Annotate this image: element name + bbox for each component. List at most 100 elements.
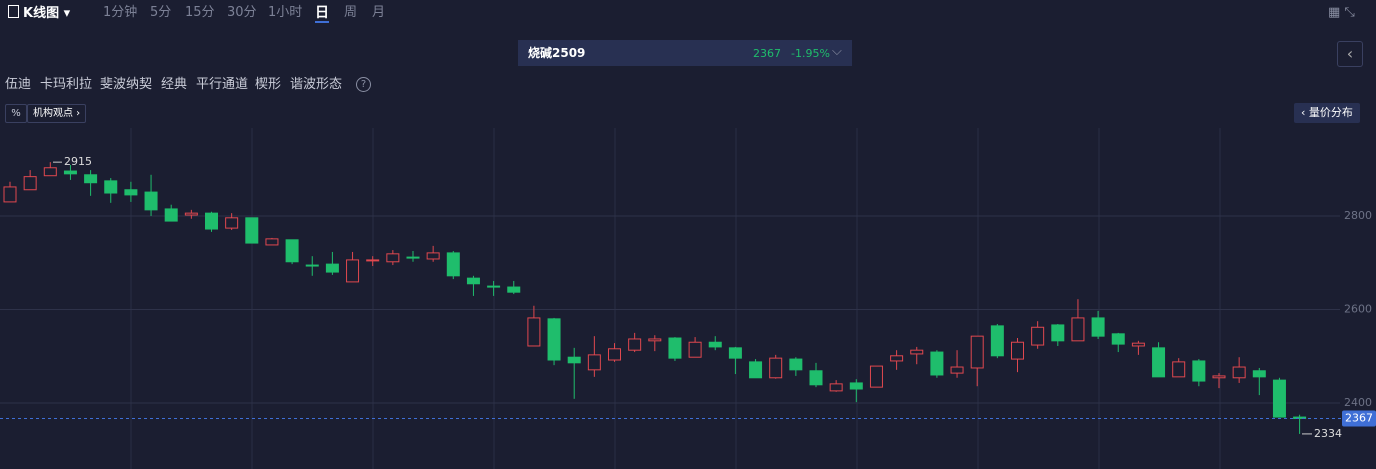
candle-body — [366, 259, 380, 262]
candle-body — [608, 348, 621, 361]
candle-body — [104, 180, 118, 194]
period-tab[interactable]: 30分 — [227, 5, 257, 20]
chart-kind-label[interactable]: K线图 — [23, 6, 60, 21]
candle-body — [144, 191, 158, 211]
period-tab[interactable]: 月 — [372, 5, 386, 20]
tool[interactable]: 伍迪 — [5, 77, 32, 92]
last-price-tag — [1342, 410, 1376, 427]
period-tab[interactable]: 周 — [344, 5, 358, 20]
candle-body — [950, 366, 964, 374]
low-marker: 2334 — [1314, 427, 1342, 440]
candle-body — [628, 338, 642, 351]
candle-body — [1293, 416, 1307, 419]
candle-body — [507, 286, 521, 293]
candle-body — [487, 285, 501, 288]
tool[interactable]: 平行通道 — [196, 77, 249, 92]
symbol-bar[interactable] — [518, 40, 852, 66]
tool[interactable]: 经典 — [161, 77, 188, 92]
candle-body — [708, 341, 722, 348]
period-tab[interactable]: 15分 — [185, 5, 215, 20]
candle-body — [386, 253, 400, 263]
candle-body — [245, 217, 259, 244]
y-tick-label: 2600 — [1344, 302, 1372, 315]
candle-body — [930, 351, 944, 376]
candle-body — [1212, 375, 1226, 379]
candle-body — [446, 252, 460, 277]
candle-body — [970, 335, 984, 369]
candle-body — [1172, 361, 1186, 378]
candle-body — [426, 252, 440, 260]
tool[interactable]: 斐波纳契 — [100, 77, 153, 92]
candle-body — [406, 256, 420, 259]
period-tab[interactable]: 日 — [315, 5, 329, 23]
candle-body — [587, 354, 601, 371]
candle-body — [84, 174, 98, 184]
candle-body — [829, 383, 843, 392]
symbol-name: 烧碱2509 — [528, 46, 586, 60]
candle-body — [1111, 333, 1125, 345]
icons[interactable]: ▦ ⤡ — [1328, 5, 1355, 20]
symbol-price: 2367 — [753, 47, 781, 60]
candle-body — [789, 358, 803, 371]
high-marker: 2915 — [64, 155, 92, 168]
candle-body — [23, 176, 37, 191]
candle-body — [1272, 379, 1286, 418]
candle-body — [265, 238, 279, 246]
last-price-label: 2367 — [1345, 411, 1373, 424]
candle-body — [547, 318, 561, 361]
candle-body — [1152, 347, 1166, 378]
tool[interactable]: 楔形 — [255, 77, 282, 92]
help-icon[interactable]: ? — [356, 77, 371, 92]
period-tab[interactable]: 1小时 — [268, 5, 303, 20]
volume-profile-button[interactable]: ‹ 量价分布 — [1294, 103, 1360, 123]
candle-body — [225, 217, 239, 229]
chevron[interactable]: ⌵ — [832, 44, 842, 59]
candle-body — [1011, 341, 1024, 360]
candle-body — [728, 347, 742, 359]
volume-profile-label: 量价分布 — [1308, 106, 1353, 119]
candle-body — [668, 337, 682, 359]
candle-body — [1131, 342, 1145, 347]
y-tick-label: 2800 — [1344, 209, 1372, 222]
candle-body — [325, 263, 339, 273]
candle-body — [1051, 324, 1065, 342]
candle-body — [124, 189, 138, 196]
period-tab[interactable]: 5分 — [150, 5, 172, 20]
views-label: 机构观点 — [33, 108, 73, 119]
candle-body — [285, 239, 299, 263]
candle-body — [890, 355, 904, 362]
candle-body — [869, 365, 883, 388]
candle-body — [688, 341, 702, 358]
tool[interactable]: 谐波形态 — [290, 77, 343, 92]
candle-body — [769, 357, 783, 379]
y-tick-label: 2400 — [1344, 396, 1372, 409]
candle-body — [567, 356, 581, 364]
candle-body — [1192, 360, 1206, 382]
candle-body — [1071, 317, 1085, 342]
candle-body — [809, 370, 823, 386]
candle-body — [466, 277, 480, 285]
candle-body — [749, 361, 763, 379]
candle-body — [849, 382, 863, 390]
period-tab[interactable]: 1分钟 — [103, 5, 138, 20]
candle-body — [205, 212, 218, 230]
candle-body — [184, 212, 198, 216]
candle-body — [63, 170, 77, 175]
tool[interactable]: 卡玛利拉 — [40, 77, 93, 92]
candle-body — [1252, 370, 1266, 378]
collapse-button[interactable]: ‹ — [1337, 41, 1363, 67]
candle-body — [990, 325, 1004, 357]
chart-kind[interactable]: K线图 ▾ — [8, 5, 70, 22]
views-icon[interactable]: % — [5, 104, 27, 123]
symbol-change: -1.95% — [791, 47, 830, 60]
candle-body — [43, 167, 57, 177]
candle-body — [648, 338, 662, 342]
candle-body — [910, 349, 924, 355]
candle-body — [305, 264, 319, 267]
candle-body — [1232, 366, 1246, 379]
views-button[interactable]: 机构观点 › — [27, 104, 87, 123]
candle-body — [527, 317, 541, 347]
candle-body — [1091, 317, 1105, 337]
